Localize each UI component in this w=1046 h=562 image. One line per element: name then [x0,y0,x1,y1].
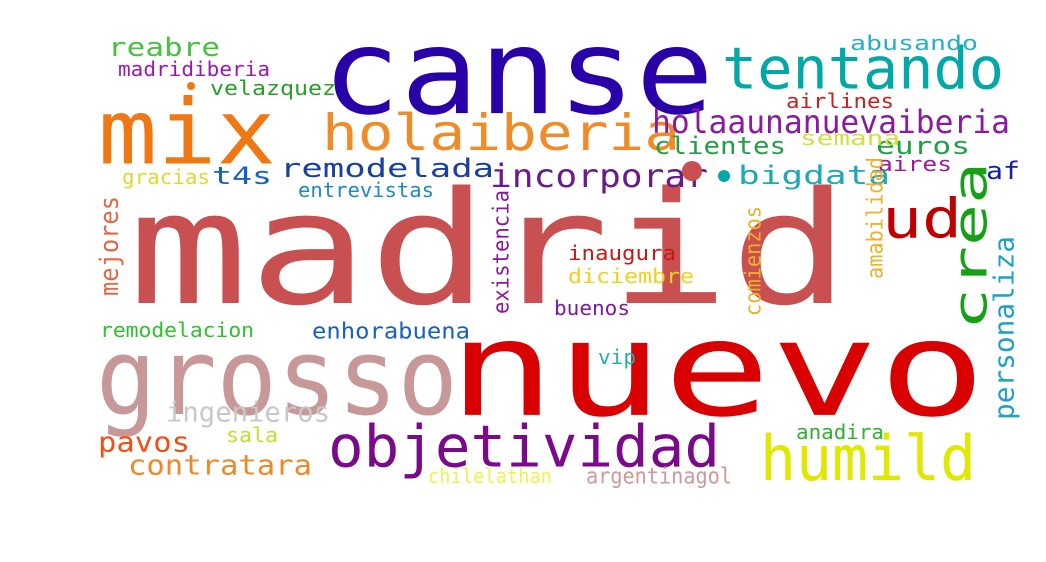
word-ud: ud [882,187,962,251]
word-af: af [986,156,1020,185]
dot-marker-red [682,161,702,181]
word-tentando: tentando [722,34,1004,103]
word-reabre: reabre [108,31,220,63]
word-abusando: abusando [850,31,978,55]
word-enhorabuena: enhorabuena [312,318,470,344]
word-chilelathan: chilelathan [428,464,552,488]
word-mejores: mejores [93,196,125,296]
word-grosso: grosso [96,315,458,440]
word-semana: semana [800,126,900,150]
word-bigdata: bigdata [738,159,890,191]
word-madridiberia: madridiberia [118,57,270,81]
word-nuevo: nuevo [448,292,986,447]
word-t4s: t4s [212,161,272,190]
word-remodelacion: remodelacion [100,318,254,342]
word-personaliza: personaliza [987,236,1021,420]
word-anadira: anadira [796,420,884,444]
word-madrid: madrid [128,157,850,341]
word-euros: euros [876,131,970,160]
word-gracias: gracias [122,165,210,189]
word-sala: sala [226,423,278,447]
word-clientes: clientes [654,131,786,160]
word-incorporar: incorporar [490,157,708,195]
dot-marker-orange [187,82,195,90]
word-diciembre: diciembre [568,264,694,288]
word-contratara: contratara [128,448,312,482]
word-comienzos: comienzos [740,206,766,316]
word-holaiberia: holaiberia [322,103,680,162]
word-inaugura: inaugura [568,241,676,265]
word-amabilidad: amabilidad [862,157,888,279]
word-ingenieros: ingenieros [166,395,330,429]
word-humild: humild [760,422,976,495]
word-entrevistas: entrevistas [298,178,434,202]
word-objetividad: objetividad [328,412,720,481]
word-vip: vip [598,345,636,369]
word-pavos: pavos [98,425,190,459]
word-velazquez: velazquez [210,76,336,100]
word-canse: canse [322,3,714,142]
word-buenos: buenos [554,296,630,320]
word-mix: mix [98,79,276,186]
word-holaaunanuevaiberia: holaaunanuevaiberia [652,103,1010,141]
word-airlines: airlines [786,89,894,113]
word-argentinagol: argentinagol [586,463,732,489]
word-remodelada: remodelada [280,152,494,184]
word-aires: aires [878,152,952,176]
dot-marker-teal [718,170,730,182]
word-existencia: existencia [488,190,514,314]
